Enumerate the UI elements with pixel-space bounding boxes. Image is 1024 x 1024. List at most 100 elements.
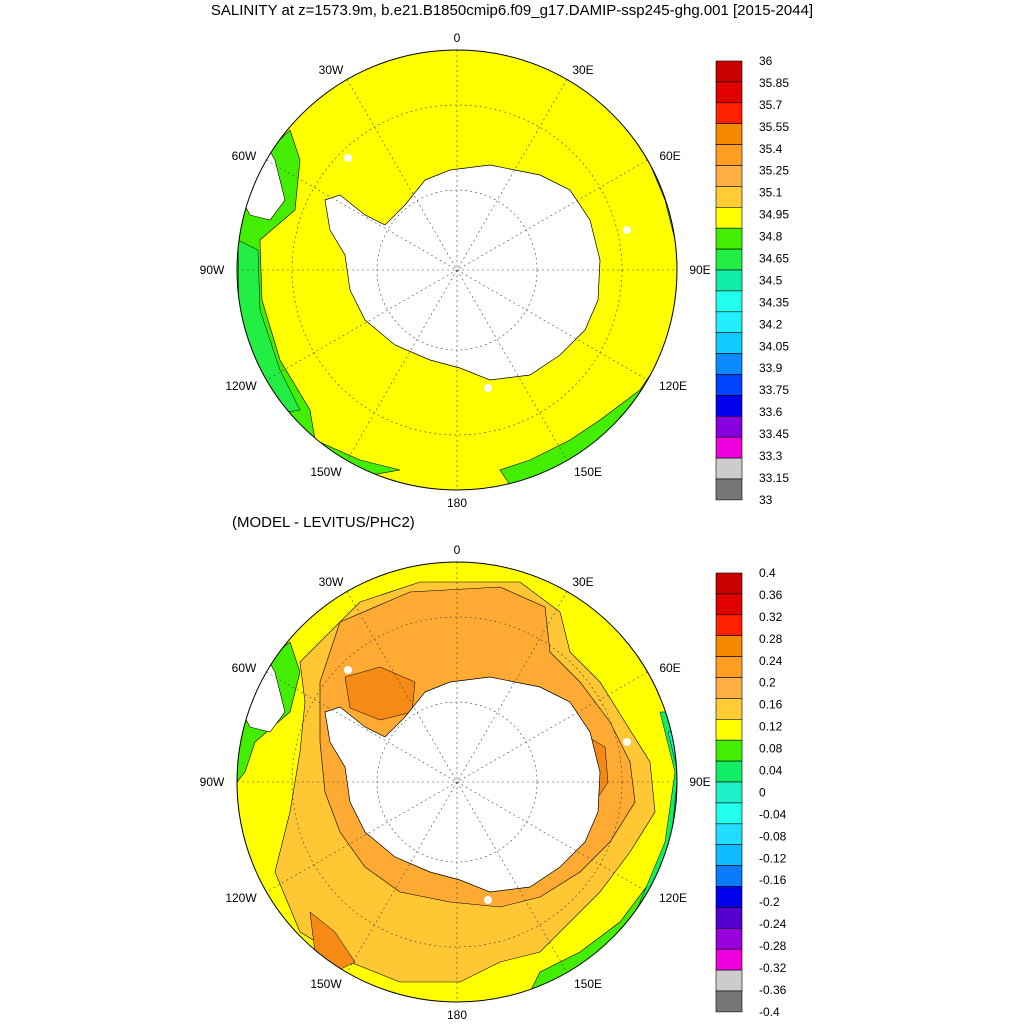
- map-border: [236, 49, 678, 491]
- colorbar-bottom-swatch: [715, 907, 743, 929]
- colorbar-bottom-swatch: [715, 823, 743, 845]
- difference-subtitle: (MODEL - LEVITUS/PHC2): [232, 514, 415, 531]
- colorbar-bottom-swatch: [715, 969, 743, 992]
- lon-label-30w: 30W: [319, 63, 344, 77]
- colorbar-bottom-swatch: [715, 593, 743, 616]
- colorbar-top-swatch: [715, 207, 743, 229]
- salinity-map-panel: 0 30E 60E 90E 120E 150E 180 150W 120W 90…: [200, 31, 790, 510]
- colorbar-bottom-label: -0.2: [759, 895, 780, 909]
- lon-label-30e: 30E: [572, 63, 593, 77]
- colorbar-top-label: 35.55: [759, 120, 789, 134]
- meridian-30w: [346, 79, 568, 461]
- colorbar-top-label: 33.3: [759, 449, 783, 463]
- lon-label-60w: 60W: [232, 661, 257, 675]
- colorbar-top-swatch: [715, 457, 743, 480]
- lon-label-0: 0: [454, 543, 461, 557]
- colorbar-top-label: 33.15: [759, 471, 789, 485]
- colorbar-bottom-swatch: [715, 844, 743, 866]
- colorbar-top-label: 33: [759, 493, 773, 507]
- colorbar-top-label: 34.05: [759, 339, 789, 353]
- colorbar-top-label: 35.85: [759, 76, 789, 90]
- island-south-georgia: [344, 154, 352, 162]
- island-kerguelen-bottom: [623, 738, 631, 746]
- colorbar-top-swatch: [715, 332, 743, 354]
- colorbar-top-label: 33.45: [759, 427, 789, 441]
- island-south-georgia-bottom: [344, 666, 352, 674]
- colorbar-top-swatch: [715, 436, 743, 459]
- colorbar-bottom-swatch: [715, 865, 743, 887]
- colorbar-bottom-label: -0.16: [759, 873, 787, 887]
- graticule-bottom: [237, 562, 677, 1002]
- colorbar-top-label: 34.35: [759, 295, 789, 309]
- colorbar-bottom-label: 0.24: [759, 654, 783, 668]
- colorbar-top-swatch: [715, 478, 743, 501]
- longitude-labels: 0 30E 60E 90E 120E 150E 180 150W 120W 90…: [200, 31, 711, 510]
- lon-label-150e: 150E: [574, 465, 602, 479]
- difference-map: [237, 562, 677, 1002]
- colorbar-top-swatch: [715, 186, 743, 208]
- lon-label-120e: 120E: [659, 891, 687, 905]
- colorbar-bottom-swatch: [715, 719, 743, 741]
- colorbar-bottom-swatch: [715, 635, 743, 657]
- colorbar-bottom-label: 0.36: [759, 588, 783, 602]
- lon-label-150w: 150W: [310, 977, 342, 991]
- colorbar-top-swatch: [715, 102, 743, 125]
- colorbar-bottom-label: -0.12: [759, 851, 787, 865]
- meridian-60e: [266, 159, 648, 381]
- colorbar-bottom-swatch: [715, 990, 743, 1013]
- colorbar-top-label: 35.25: [759, 164, 789, 178]
- colorbar-top-swatch: [715, 269, 743, 292]
- colorbar-bottom-label: -0.36: [759, 983, 787, 997]
- lon-label-60e: 60E: [659, 661, 680, 675]
- colorbar-top-swatch: [715, 374, 743, 396]
- colorbar-top-label: 35.7: [759, 98, 783, 112]
- colorbar-top-swatch: [715, 248, 743, 271]
- colorbar-bottom: 0.4 0.36 0.32 0.28 0.24 0.2 0.16 0.12 0.08 0.04 0 -…: [715, 566, 787, 1019]
- colorbar-bottom-swatch: [715, 677, 743, 699]
- lon-label-90e: 90E: [689, 263, 710, 277]
- colorbar-bottom-swatch: [715, 927, 743, 950]
- lon-label-90e: 90E: [689, 775, 710, 789]
- colorbar-top-swatch: [715, 415, 743, 438]
- colorbar-bottom-label: 0.16: [759, 698, 783, 712]
- lon-label-120w: 120W: [225, 379, 257, 393]
- lon-label-90w: 90W: [200, 775, 225, 789]
- antarctica-land-bottom: [324, 676, 601, 893]
- colorbar-top-swatch: [715, 353, 743, 375]
- lon-label-150e: 150E: [574, 977, 602, 991]
- colorbar-top-swatch: [715, 123, 743, 145]
- colorbar-bottom-label: -0.04: [759, 807, 787, 821]
- colorbar-bottom-label: 0.04: [759, 764, 783, 778]
- island-kerguelen: [623, 226, 631, 234]
- colorbar-top-label: 36: [759, 54, 773, 68]
- colorbar-bottom-swatch: [715, 614, 743, 637]
- colorbar-bottom-label: 0.08: [759, 742, 783, 756]
- figure-title: SALINITY at z=1573.9m, b.e21.B1850cmip6.…: [210, 2, 814, 19]
- colorbar-bottom-label: 0.28: [759, 632, 783, 646]
- colorbar-bottom-label: -0.32: [759, 961, 787, 975]
- lon-label-30e: 30E: [572, 575, 593, 589]
- colorbar-top-label: 34.5: [759, 273, 783, 287]
- colorbar-top-swatch: [715, 60, 743, 83]
- lon-label-180: 180: [447, 1008, 467, 1022]
- map-border-bottom: [236, 561, 678, 1003]
- colorbar-top-label: 35.4: [759, 142, 783, 156]
- colorbar-bottom-label: 0.12: [759, 720, 783, 734]
- meridian-60w-bottom: [266, 671, 648, 893]
- colorbar-bottom-label: 0.2: [759, 676, 776, 690]
- colorbar-bottom-swatch: [715, 802, 743, 825]
- meridian-30w-bottom: [346, 591, 568, 973]
- colorbar-bottom-label: 0.32: [759, 610, 783, 624]
- colorbar-top-label: 33.75: [759, 383, 789, 397]
- lon-label-90w: 90W: [200, 263, 225, 277]
- colorbar-top-label: 34.65: [759, 252, 789, 266]
- island-ross-bottom: [484, 896, 492, 904]
- africa-edge-land: [590, 50, 640, 80]
- colorbar-bottom-label: -0.08: [759, 829, 787, 843]
- lon-label-0: 0: [454, 31, 461, 45]
- lon-label-60e: 60E: [659, 149, 680, 163]
- colorbar-top-label: 33.9: [759, 361, 783, 375]
- colorbar-bottom-label: 0: [759, 785, 766, 799]
- colorbar-bottom-swatch: [715, 781, 743, 804]
- lon-label-30w: 30W: [319, 575, 344, 589]
